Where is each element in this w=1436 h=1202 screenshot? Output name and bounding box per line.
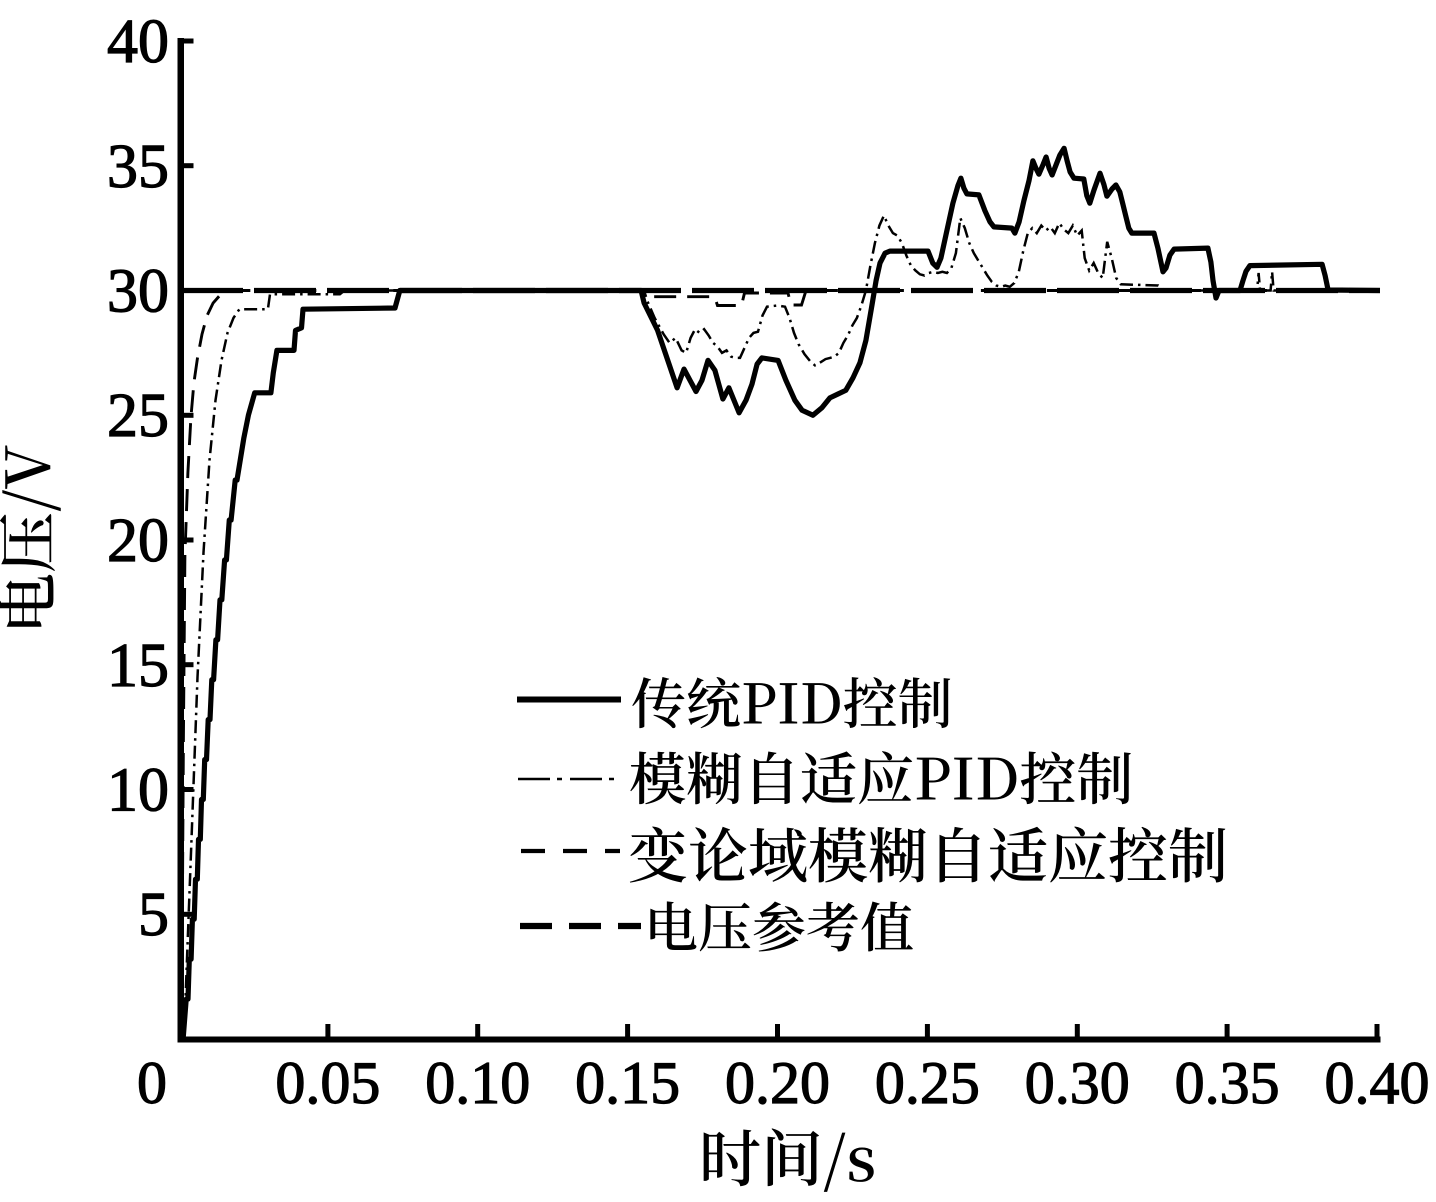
svg-text:0.40: 0.40	[1325, 1050, 1430, 1116]
svg-text:5: 5	[138, 881, 169, 949]
svg-text:0.25: 0.25	[875, 1050, 980, 1116]
svg-text:20: 20	[107, 507, 169, 575]
svg-text:25: 25	[107, 382, 169, 450]
svg-text:0.30: 0.30	[1025, 1050, 1130, 1116]
svg-text:10: 10	[107, 757, 169, 825]
svg-text:15: 15	[107, 632, 169, 700]
svg-text:0.05: 0.05	[275, 1050, 380, 1116]
svg-text:0.20: 0.20	[725, 1050, 830, 1116]
svg-text:30: 30	[107, 258, 169, 326]
svg-text:0: 0	[137, 1050, 167, 1116]
svg-text:35: 35	[107, 133, 169, 201]
svg-text:0.10: 0.10	[425, 1050, 530, 1116]
svg-text:0.15: 0.15	[575, 1050, 680, 1116]
svg-text:0.35: 0.35	[1175, 1050, 1280, 1116]
svg-text:40: 40	[107, 8, 169, 76]
